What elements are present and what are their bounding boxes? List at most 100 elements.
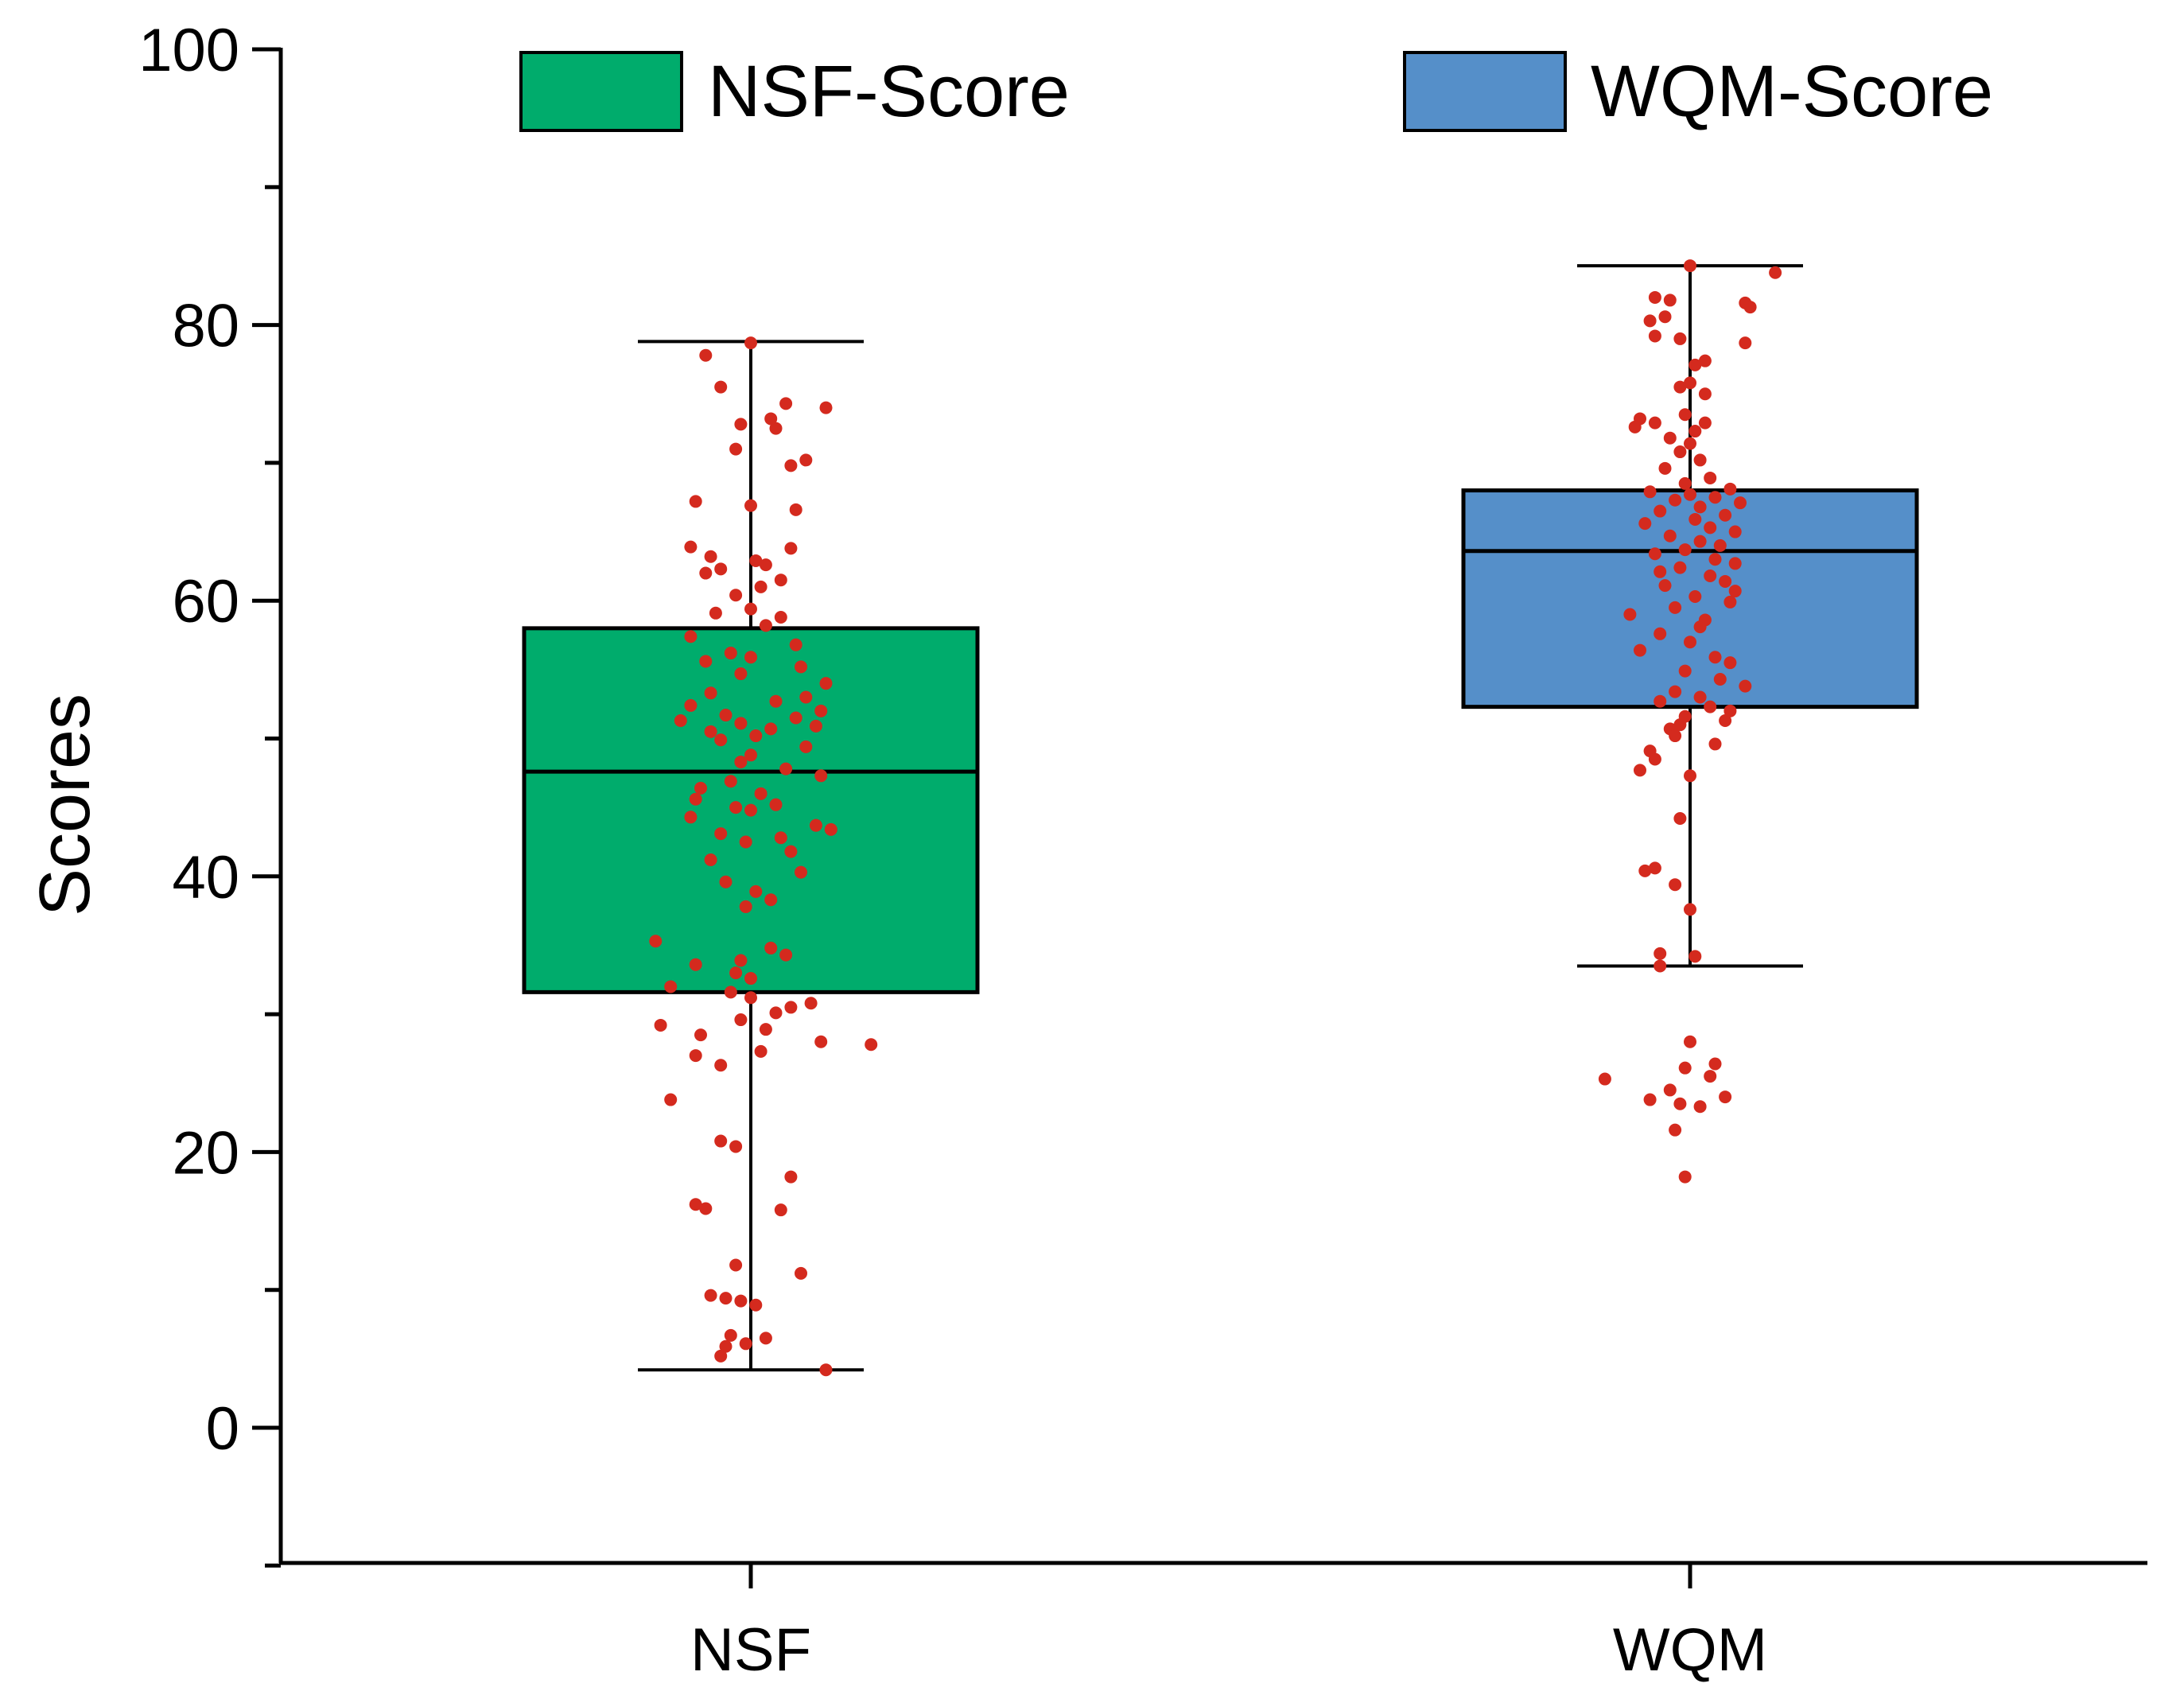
data-point-nsf (789, 711, 802, 725)
data-point-nsf (744, 748, 757, 762)
data-point-wqm (1739, 336, 1752, 350)
data-point-nsf (699, 1202, 713, 1215)
data-point-wqm (1719, 713, 1732, 727)
data-point-nsf (799, 740, 813, 753)
data-point-wqm (1658, 461, 1672, 475)
data-point-wqm (1708, 553, 1722, 566)
data-point-nsf (734, 1294, 748, 1308)
data-point-nsf (724, 1328, 737, 1342)
data-point-wqm (1598, 1072, 1611, 1086)
data-point-wqm (1684, 903, 1696, 916)
data-point-wqm (1708, 491, 1722, 504)
data-point-wqm (1684, 769, 1696, 783)
data-point-wqm (1719, 1090, 1732, 1104)
data-point-nsf (799, 453, 813, 467)
data-point-wqm (1704, 471, 1717, 484)
data-point-nsf (714, 562, 728, 576)
data-point-nsf (795, 1266, 807, 1280)
data-point-nsf (789, 638, 802, 651)
data-point-wqm (1669, 729, 1682, 743)
data-point-wqm (1734, 496, 1747, 510)
data-point-wqm (1743, 301, 1757, 314)
data-point-wqm (1708, 737, 1722, 751)
data-point-nsf (714, 733, 728, 747)
data-point-nsf (674, 713, 687, 727)
data-point-wqm (1654, 947, 1667, 960)
data-point-nsf (764, 412, 778, 426)
data-point-nsf (784, 845, 798, 858)
data-point-wqm (1648, 290, 1661, 304)
data-point-nsf (699, 655, 713, 668)
legend-label-wqm: WQM-Score (1591, 51, 1993, 132)
data-point-wqm (1648, 329, 1661, 343)
data-point-nsf (689, 1049, 702, 1063)
data-point-nsf (814, 1035, 828, 1048)
data-point-nsf (714, 827, 728, 841)
data-point-wqm (1689, 358, 1702, 371)
y-tick-label: 60 (172, 568, 239, 636)
data-point-wqm (1728, 525, 1742, 538)
legend: NSF-Score WQM-Score (519, 51, 1993, 132)
data-point-nsf (769, 798, 783, 811)
legend-label-nsf: NSF-Score (708, 51, 1070, 132)
data-point-nsf (709, 606, 722, 620)
data-point-nsf (739, 900, 752, 913)
data-point-nsf (749, 554, 763, 567)
data-point-nsf (719, 1339, 733, 1353)
y-tick-label: 100 (138, 17, 239, 84)
data-point-wqm (1654, 627, 1667, 640)
data-point-nsf (814, 704, 828, 717)
legend-swatch-nsf (519, 51, 683, 132)
data-point-wqm (1623, 608, 1637, 621)
data-point-wqm (1713, 538, 1727, 552)
data-point-nsf (749, 884, 763, 898)
data-point-nsf (729, 442, 743, 456)
data-point-wqm (1693, 500, 1707, 514)
data-point-nsf (689, 792, 702, 806)
data-point-wqm (1663, 529, 1677, 542)
data-point-wqm (1678, 543, 1692, 557)
data-point-nsf (744, 602, 757, 616)
x-tick-label-wqm: WQM (1613, 1616, 1767, 1684)
data-point-nsf (789, 503, 802, 516)
data-point-wqm (1643, 314, 1657, 328)
data-point-wqm (1723, 704, 1737, 717)
data-point-wqm (1689, 425, 1702, 438)
data-point-nsf (799, 690, 813, 704)
data-point-nsf (724, 986, 737, 999)
data-point-wqm (1678, 664, 1692, 678)
data-point-nsf (684, 540, 698, 554)
data-point-wqm (1643, 1093, 1657, 1106)
data-point-nsf (654, 1018, 667, 1032)
data-point-nsf (759, 619, 772, 632)
data-point-wqm (1634, 764, 1646, 777)
data-point-nsf (734, 418, 748, 431)
data-point-nsf (734, 755, 748, 768)
data-point-nsf (684, 630, 698, 643)
data-point-nsf (744, 651, 757, 664)
data-point-nsf (759, 558, 772, 572)
data-point-nsf (754, 787, 768, 800)
data-point-nsf (865, 1038, 878, 1052)
data-point-nsf (819, 1363, 833, 1377)
data-point-wqm (1663, 431, 1677, 445)
data-point-wqm (1684, 437, 1696, 450)
data-point-wqm (1654, 565, 1667, 578)
data-point-wqm (1693, 535, 1707, 548)
data-point-wqm (1648, 861, 1661, 875)
data-point-nsf (795, 865, 807, 879)
data-point-wqm (1669, 601, 1682, 614)
data-point-nsf (774, 831, 787, 845)
data-point-wqm (1634, 643, 1646, 657)
data-point-nsf (734, 954, 748, 967)
data-point-wqm (1723, 482, 1737, 496)
data-point-wqm (1684, 636, 1696, 649)
data-point-nsf (744, 991, 757, 1005)
data-point-wqm (1728, 585, 1742, 598)
x-tick-label-nsf: NSF (690, 1616, 811, 1684)
scatter-points (649, 259, 1782, 1377)
box-wqm (1461, 264, 1919, 968)
data-point-nsf (734, 667, 748, 681)
data-point-nsf (754, 1044, 768, 1058)
data-point-nsf (684, 811, 698, 824)
